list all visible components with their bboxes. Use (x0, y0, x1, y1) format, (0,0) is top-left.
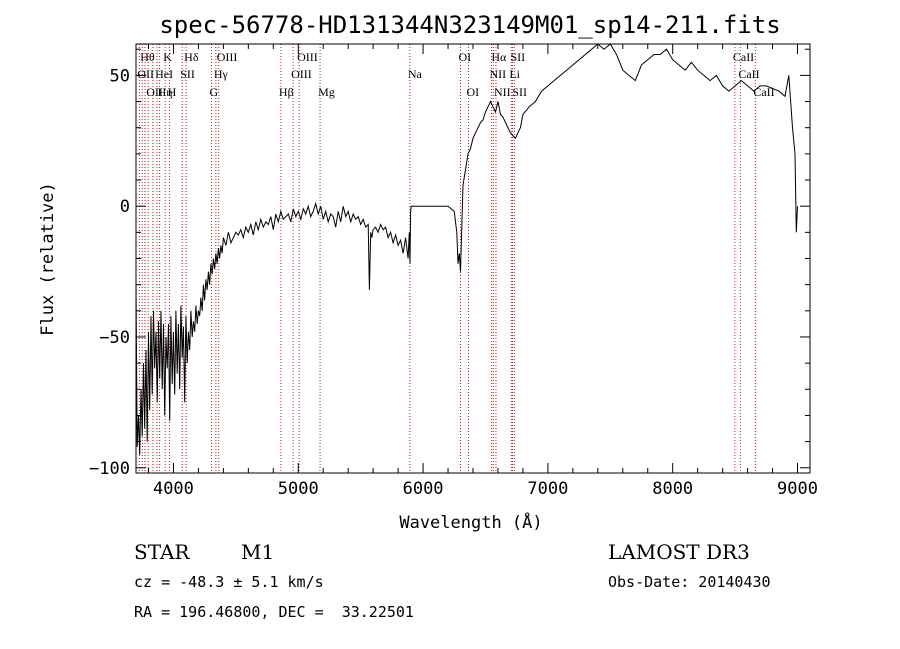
y-tick-label-2: 0 (120, 197, 130, 217)
line-label-24: OI (467, 85, 480, 99)
object-subclass: M1 (241, 540, 275, 564)
x-axis: 4000 5000 6000 7000 8000 9000 (147, 44, 818, 499)
redshift-velocity: cz = -48.3 ± 5.1 km/s (134, 573, 324, 591)
y-tick-label-3: 50 (110, 66, 130, 86)
spectrum-series-line (135, 43, 798, 455)
survey-name: LAMOST DR3 (608, 540, 750, 564)
y-axis: −100 −50 0 50 (89, 48, 810, 479)
y-tick-label-0: −100 (89, 459, 130, 479)
ra-dec-coordinates: RA = 196.46800, DEC = 33.22501 (134, 603, 414, 621)
line-label-21: G (210, 85, 219, 99)
line-label-15: NII (489, 67, 506, 81)
line-label-0: Hθ (140, 50, 155, 64)
line-label-9: OII (137, 67, 154, 81)
spectral-line-markers (135, 44, 756, 473)
chart-title: spec-56778-HD131344N323149M01_sp14-211.f… (159, 11, 780, 39)
line-label-3: OIII (217, 50, 238, 64)
line-label-16: Li (509, 67, 520, 81)
x-tick-label-2: 6000 (403, 479, 444, 499)
spectrum-plot: spec-56778-HD131344N323149M01_sp14-211.f… (38, 11, 818, 533)
line-label-17: CaII (738, 67, 759, 81)
x-axis-label: Wavelength (Å) (399, 511, 542, 533)
line-label-6: Hα (491, 50, 507, 64)
x-tick-label-1: 5000 (278, 479, 319, 499)
line-label-25: NII (494, 85, 511, 99)
line-label-12: Hγ (214, 67, 229, 81)
line-label-8: CaII (733, 50, 754, 64)
line-label-23: Mg (318, 85, 335, 99)
x-tick-label-3: 7000 (527, 479, 568, 499)
line-label-26: SII (512, 85, 527, 99)
x-tick-label-5: 9000 (777, 479, 818, 499)
line-label-20: H (168, 85, 177, 99)
line-label-1: K (163, 50, 172, 64)
line-label-14: Na (408, 67, 423, 81)
plot-frame (135, 43, 811, 474)
x-tick-label-0: 4000 (153, 479, 194, 499)
observation-date: Obs-Date: 20140430 (608, 573, 771, 591)
y-tick-label-1: −50 (99, 328, 130, 348)
line-label-27: CaII (753, 85, 774, 99)
object-class: STAR (134, 540, 190, 564)
line-label-2: Hδ (184, 50, 199, 64)
y-axis-label: Flux (relative) (38, 182, 58, 336)
line-label-7: SII (510, 50, 525, 64)
line-label-10: HeI (155, 67, 173, 81)
line-label-13: OIII (291, 67, 312, 81)
line-label-18: OII (146, 85, 163, 99)
line-label-22: Hβ (279, 85, 294, 99)
line-label-4: OIII (297, 50, 318, 64)
line-label-19: Hη (158, 85, 173, 99)
line-label-5: OI (459, 50, 472, 64)
line-label-11: SII (180, 67, 195, 81)
x-tick-label-4: 8000 (652, 479, 693, 499)
